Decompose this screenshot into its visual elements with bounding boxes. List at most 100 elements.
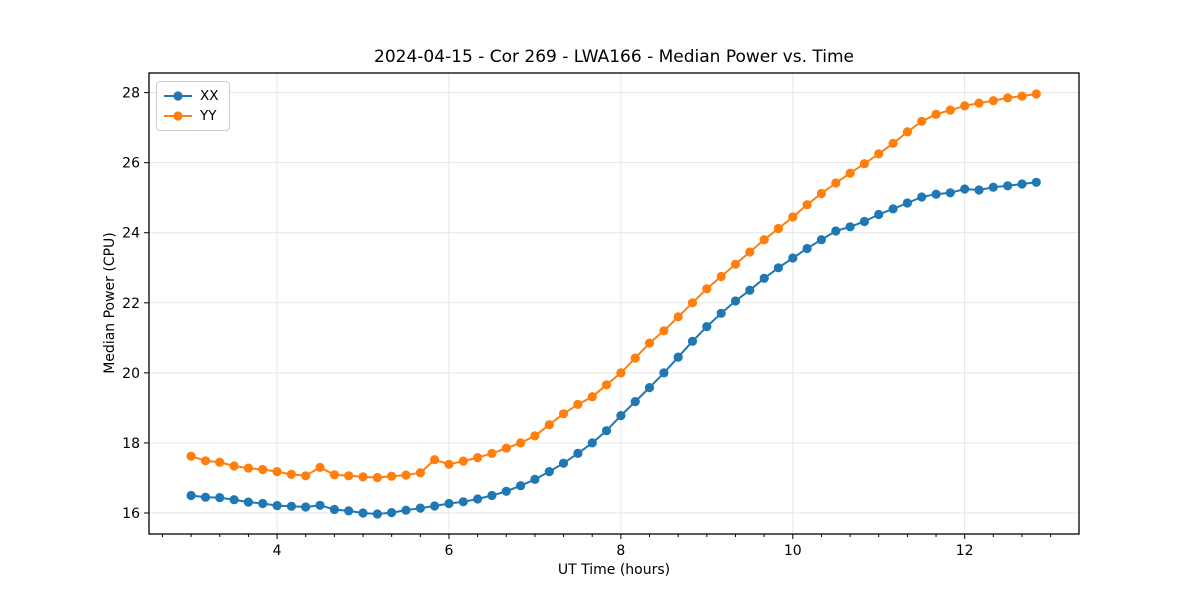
series-xx-marker [315,500,325,510]
series-xx-marker [344,506,354,516]
series-xx-marker [974,185,984,195]
y-tick-label: 20 [122,366,140,382]
series-yy-marker [716,271,726,282]
series-yy-marker [444,459,454,469]
series-yy-marker [616,368,626,378]
series-yy-marker [845,168,855,178]
series-yy-marker [516,438,526,448]
series-yy-marker [301,471,311,481]
y-tick-label: 28 [122,86,140,102]
y-tick-label: 22 [122,296,140,312]
series-yy-marker [960,101,970,111]
x-tick-label: 6 [445,543,454,559]
series-xx-marker [430,501,440,511]
series-yy-marker [258,464,268,475]
series-xx-marker [516,481,526,491]
series-xx-marker [616,411,626,421]
y-axis-label: Median Power (CPU) [102,232,118,374]
series-xx-marker [473,494,483,504]
series-yy-marker [272,467,282,477]
series-xx-marker [1017,179,1027,189]
series-yy-line [190,93,1038,479]
x-tick-label: 8 [616,543,625,559]
series-xx-marker [759,273,769,283]
series-xx-marker [988,182,998,192]
chart-title: 2024-04-15 - Cor 269 - LWA166 - Median P… [374,47,854,67]
series-yy-marker [358,472,368,482]
series-yy-marker [530,431,540,441]
series-yy-marker [859,159,870,169]
series-xx-marker [716,308,726,318]
series-xx-marker [286,501,296,511]
series-xx-marker [401,505,411,515]
series-yy-marker [831,178,841,188]
series-xx-marker [687,336,698,346]
legend-item-xx: XX [163,86,219,106]
series-yy-marker [430,455,440,465]
series-yy-marker [415,468,425,478]
series-xx-marker [258,498,268,509]
series-yy-marker [730,259,741,269]
series-xx-marker [960,184,970,194]
series-yy-marker [544,420,554,430]
series-xx-marker [415,503,425,513]
series-xx-marker [788,253,798,263]
series-yy-marker [601,380,612,390]
series-yy-marker [702,284,712,294]
series-yy-marker [687,298,698,308]
series-xx-marker [387,507,397,518]
series-xx-marker [917,192,927,202]
series-xx-marker [802,243,812,254]
series-xx-marker [874,209,884,220]
series-yy-marker [487,448,497,458]
series-yy-marker [573,399,583,409]
series-yy-marker [773,223,784,234]
x-tick-label: 10 [784,543,802,559]
series-xx-marker [831,226,841,236]
series-yy-marker [988,96,998,106]
series-yy-marker [186,451,196,461]
series-yy-marker [387,471,397,481]
series-yy-marker [401,470,411,480]
series-yy-marker [644,338,655,348]
series-xx-marker [745,285,755,295]
series-xx-marker [845,222,855,232]
series-yy-marker [931,109,941,119]
series-yy-marker [974,98,984,108]
series-xx-marker [730,296,741,306]
series-yy-marker [759,235,769,245]
series-xx-marker [673,352,683,362]
legend-label: YY [200,108,217,124]
series-xx-marker [200,492,211,502]
series-yy-marker [917,116,927,126]
series-xx-marker [601,426,612,436]
series-yy-marker [215,457,225,467]
legend-label: XX [200,88,219,104]
series-yy-marker [587,392,597,402]
series-yy-marker [1003,93,1013,103]
series-xx-marker [530,474,540,484]
series-xx-marker [945,188,955,198]
series-yy-marker [1017,91,1027,101]
series-xx-marker [458,497,468,507]
x-tick-label: 12 [956,543,974,559]
series-xx-marker [1003,181,1013,191]
series-xx-marker [301,502,311,512]
legend-line-marker-icon [164,91,192,101]
series-xx-marker [931,189,941,199]
legend: XX YY [156,81,230,131]
series-yy-marker [315,462,325,472]
series-yy-marker [874,149,884,159]
x-axis-label: UT Time (hours) [557,562,671,578]
series-xx-marker [1031,177,1041,187]
series-yy-marker [816,188,827,199]
series-yy-marker [1031,89,1041,99]
series-yy-marker [458,456,468,466]
series-xx-marker [186,490,196,501]
series-xx-marker [902,198,913,208]
series-xx-marker [229,495,239,505]
series-xx-marker [358,508,368,518]
series-yy-marker [329,470,339,480]
